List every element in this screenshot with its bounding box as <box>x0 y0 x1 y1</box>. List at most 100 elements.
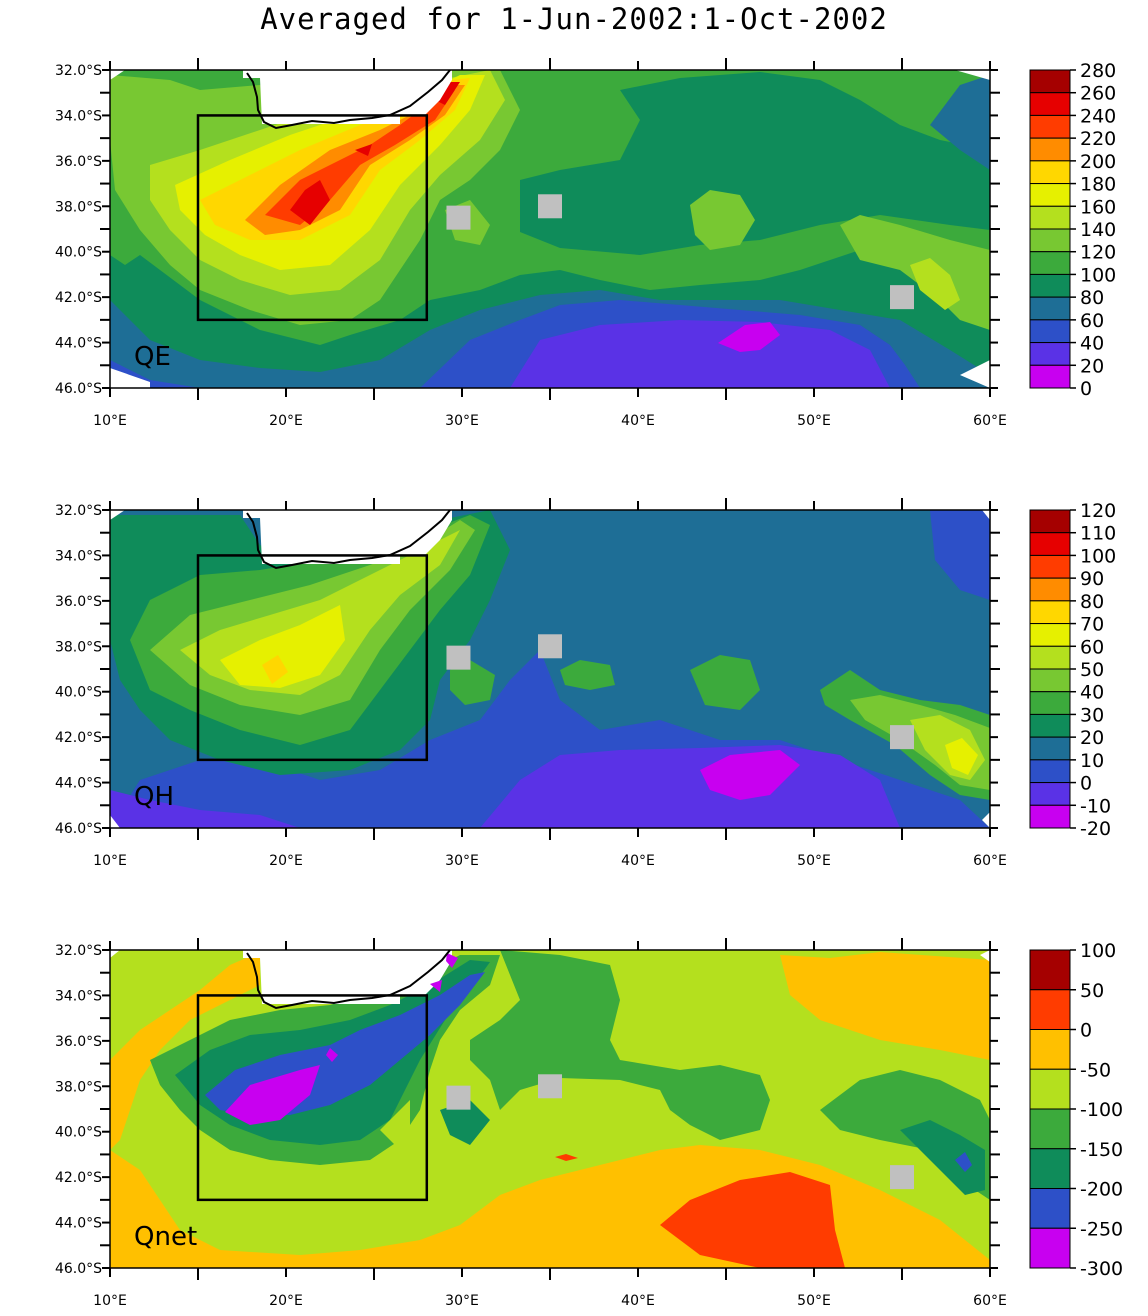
qe-lon-label: 40°E <box>621 413 655 429</box>
qh-colorbar-label: -10 <box>1080 795 1111 817</box>
figure-title: Averaged for 1-Jun-2002:1-Oct-2002 <box>260 2 888 36</box>
qe-lat-label: 42.0°S <box>55 290 102 306</box>
qh-colorbar-label: 20 <box>1080 727 1104 749</box>
qnet-lat-label: 38.0°S <box>55 1079 102 1095</box>
qnet-gray-mask-0 <box>446 1085 471 1110</box>
qnet-lat-label: 32.0°S <box>55 943 102 959</box>
qe-gray-mask-2 <box>890 285 914 310</box>
qe-colorbar-swatch <box>1029 273 1071 298</box>
qe-colorbar-swatch <box>1029 114 1071 139</box>
qe-colorbar-swatch <box>1029 137 1071 162</box>
qh-land-mask <box>243 509 452 570</box>
qe-study-box-0 <box>196 114 429 322</box>
qh-lon-label: 40°E <box>621 853 655 869</box>
qe-colorbar-swatch <box>1029 69 1071 94</box>
qnet-colorbar-swatch <box>1029 1108 1071 1150</box>
qh-colorbar-label: 90 <box>1080 568 1104 590</box>
qnet-colorbar-swatch <box>1029 1068 1071 1110</box>
qh-lon-label: 10°E <box>93 853 127 869</box>
qh-colorbar-swatch <box>1029 645 1071 670</box>
qe-colorbar-label: 80 <box>1080 287 1104 309</box>
qh-colorbar-swatch <box>1029 554 1071 579</box>
qh-colorbar-label: 70 <box>1080 614 1104 636</box>
qnet-lon-label: 50°E <box>797 1293 831 1309</box>
qh-colorbar-swatch <box>1029 691 1071 715</box>
qh-lon-label: 60°E <box>973 853 1007 869</box>
qe-lat-label: 46.0°S <box>55 381 102 397</box>
qnet-gray-mask-1 <box>538 1074 562 1099</box>
qe-land-mask <box>243 69 452 130</box>
qe-colorbar-label: 220 <box>1080 128 1116 150</box>
qe-colorbar-label: 200 <box>1080 151 1116 173</box>
qh-contour-field <box>110 510 990 828</box>
qh-lon-label: 30°E <box>445 853 479 869</box>
qe-lon-label: 30°E <box>445 413 479 429</box>
qe-colorbar-label: 0 <box>1080 378 1092 400</box>
qe-lat-label: 40.0°S <box>55 245 102 261</box>
qh-colorbar-swatch <box>1029 759 1071 784</box>
qnet-colorbar-swatch <box>1029 1188 1071 1229</box>
qh-lat-label: 44.0°S <box>55 776 102 792</box>
qh-colorbar-label: 50 <box>1080 659 1104 681</box>
qnet-land-mask <box>243 949 458 1010</box>
map-panel-qe <box>110 69 990 388</box>
qh-gray-mask-2 <box>890 725 914 750</box>
qnet-colorbar-swatch <box>1029 1148 1071 1189</box>
qh-lon-label: 50°E <box>797 853 831 869</box>
qe-colorbar-swatch <box>1029 228 1071 253</box>
map-panel-qh <box>110 509 990 828</box>
qh-colorbar-swatch <box>1029 782 1071 806</box>
qh-lat-label: 42.0°S <box>55 730 102 746</box>
qnet-lon-label: 10°E <box>93 1293 127 1309</box>
qh-colorbar-swatch <box>1029 577 1071 602</box>
qnet-colorbar-label: 100 <box>1080 940 1116 962</box>
qnet-colorbar-swatch <box>1029 1227 1071 1269</box>
qe-lon-label: 20°E <box>269 413 303 429</box>
qnet-colorbar-swatch <box>1029 949 1071 991</box>
qe-lon-label: 60°E <box>973 413 1007 429</box>
qh-gray-mask-0 <box>446 645 471 670</box>
qe-contour-field <box>110 70 990 388</box>
qnet-contour-field <box>110 950 990 1268</box>
qe-colorbar-label: 180 <box>1080 174 1116 196</box>
qe-variable-label: QE <box>134 342 171 372</box>
qe-colorbar-swatch <box>1029 251 1071 275</box>
qe-colorbar-swatch <box>1029 183 1071 207</box>
qe-lat-label: 36.0°S <box>55 154 102 170</box>
qe-colorbar-swatch <box>1029 205 1071 230</box>
qh-lat-label: 32.0°S <box>55 503 102 519</box>
qe-colorbar-swatch <box>1029 319 1071 344</box>
qe-colorbar-swatch <box>1029 342 1071 366</box>
qh-colorbar-label: 0 <box>1080 773 1092 795</box>
qh-colorbar-label: 10 <box>1080 750 1104 772</box>
qnet-variable-label: Qnet <box>134 1222 197 1252</box>
qnet-colorbar-swatch <box>1029 989 1071 1030</box>
qh-colorbar-swatch <box>1029 509 1071 534</box>
qh-colorbar-label: 100 <box>1080 545 1116 567</box>
qnet-colorbar-label: -250 <box>1080 1218 1123 1240</box>
qnet-lon-label: 30°E <box>445 1293 479 1309</box>
qh-colorbar-label: -20 <box>1080 818 1111 840</box>
qnet-lat-label: 34.0°S <box>55 988 102 1004</box>
map-panel-qnet <box>110 949 990 1268</box>
qe-colorbar-label: 100 <box>1080 264 1116 286</box>
qe-colorbar-swatch <box>1029 92 1071 116</box>
qe-colorbar-label: 140 <box>1080 219 1116 241</box>
qe-colorbar-swatch <box>1029 364 1071 389</box>
qh-colorbar-swatch <box>1029 713 1071 738</box>
qh-colorbar-swatch <box>1029 623 1071 647</box>
qe-lat-label: 34.0°S <box>55 108 102 124</box>
qe-gray-mask-0 <box>446 205 471 230</box>
qnet-lon-label: 20°E <box>269 1293 303 1309</box>
qh-colorbar-label: 120 <box>1080 500 1116 522</box>
qh-lat-label: 40.0°S <box>55 685 102 701</box>
qe-lon-label: 10°E <box>93 413 127 429</box>
qnet-colorbar-label: -300 <box>1080 1258 1123 1280</box>
qnet-lat-label: 46.0°S <box>55 1261 102 1277</box>
qe-colorbar-label: 20 <box>1080 355 1104 377</box>
qnet-gray-mask-2 <box>890 1165 914 1190</box>
qh-lon-label: 20°E <box>269 853 303 869</box>
qnet-study-box-0 <box>196 994 429 1202</box>
qnet-colorbar-label: 50 <box>1080 980 1104 1002</box>
qnet-colorbar-label: 0 <box>1080 1020 1092 1042</box>
